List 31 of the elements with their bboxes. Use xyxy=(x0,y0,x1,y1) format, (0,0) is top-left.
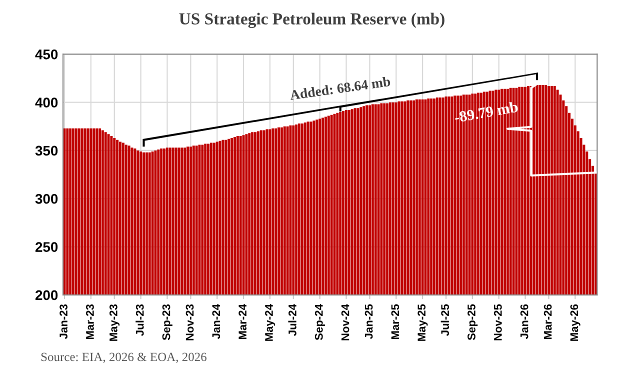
x-tick-label: May-25 xyxy=(418,304,428,341)
y-tick-label: 450 xyxy=(35,50,58,60)
x-tick-label: May-24 xyxy=(265,304,276,341)
x-tick-label: Mar-26 xyxy=(544,304,552,340)
annotation: -89.79 mb xyxy=(454,101,518,123)
x-tick-label: Jan-23 xyxy=(60,304,68,340)
x-tick-label: Mar-25 xyxy=(391,304,400,340)
x-tick-label: Jul-25 xyxy=(440,304,450,336)
x-tick-label: Jan-25 xyxy=(364,304,373,340)
x-tick-label: Jul-24 xyxy=(288,304,296,336)
y-tick-label: 250 xyxy=(35,242,58,252)
y-tick-label: 300 xyxy=(35,194,58,204)
x-tick-label: May-23 xyxy=(110,304,120,341)
x-tick-label: Sep-24 xyxy=(314,304,326,340)
y-tick-label: 350 xyxy=(35,146,58,156)
chart-title: US Strategic Petroleum Reserve (mb) xyxy=(179,12,444,28)
source-note: Source: EIA, 2026 & EOA, 2026 xyxy=(41,352,206,363)
x-tick-label: Mar-23 xyxy=(86,304,94,340)
x-tick-label: Nov-23 xyxy=(186,304,194,340)
y-tick-label: 400 xyxy=(35,98,58,108)
x-tick-label: Jan-26 xyxy=(520,304,528,340)
x-tick-label: Sep-23 xyxy=(162,304,172,340)
x-tick-label: Nov-24 xyxy=(341,304,350,340)
x-tick-label: May-26 xyxy=(570,304,580,341)
annotation: Added: 68.64 mb xyxy=(289,76,391,100)
x-tick-label: Nov-25 xyxy=(494,304,502,340)
x-tick-label: Mar-24 xyxy=(238,304,246,340)
x-tick-label: Sep-25 xyxy=(468,304,478,340)
x-tick-label: Jan-24 xyxy=(212,304,220,340)
y-tick-label: 200 xyxy=(35,290,58,300)
x-tick-label: Jul-23 xyxy=(136,304,144,336)
